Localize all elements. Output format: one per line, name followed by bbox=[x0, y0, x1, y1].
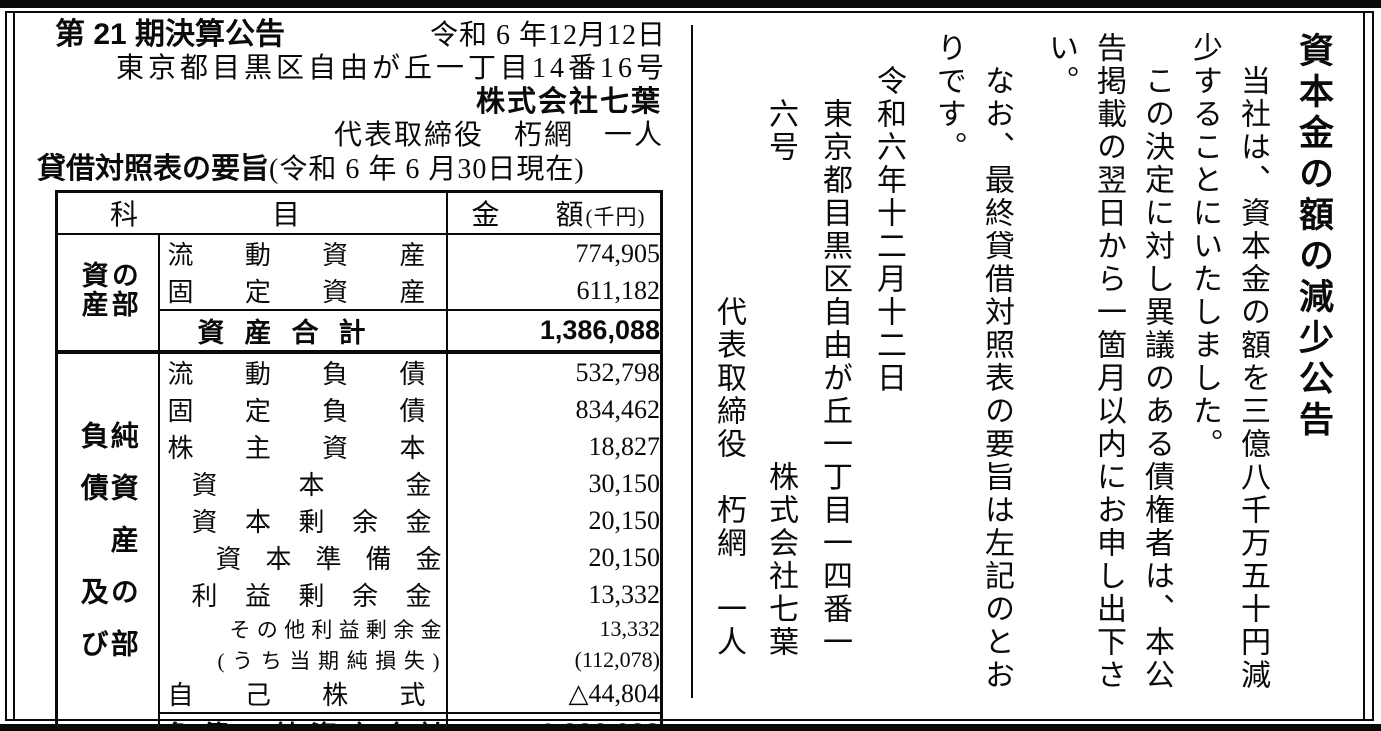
row-amount: 20,150 bbox=[588, 542, 661, 572]
announcement-column: 少することにいたしました。 bbox=[1188, 32, 1221, 461]
top-rule bbox=[0, 0, 1381, 8]
table-row-assets-total: 資産合計 1,386,088 bbox=[57, 309, 662, 352]
inner-right-rule bbox=[1363, 11, 1365, 721]
row-amount: 774,905 bbox=[575, 238, 661, 268]
table-row: 固定負債 834,462 bbox=[57, 391, 662, 428]
row-label: (うち当期純損失) bbox=[217, 648, 440, 673]
row-label: 利益剰余金 bbox=[191, 582, 432, 611]
table-row: 純資産の部 負債 及び 流動負債 532,798 bbox=[56, 350, 662, 731]
item-column-header: 科目 bbox=[56, 191, 447, 235]
row-label: 固定負債 bbox=[167, 397, 426, 426]
announcement-column: りです。 bbox=[932, 32, 965, 164]
announcement-column: い。 bbox=[1044, 32, 1077, 98]
row-amount: (112,078) bbox=[574, 646, 660, 672]
row-label: 負債・純資産合計 bbox=[166, 714, 446, 731]
announcement-representative-column: 代表取締役 朽網 一人 bbox=[712, 32, 745, 659]
row-amount: 18,827 bbox=[588, 431, 661, 461]
report-date: 令和 6 年12月12日 bbox=[429, 20, 666, 51]
outer-frame bbox=[5, 11, 1374, 721]
row-label: 流動負債 bbox=[167, 360, 426, 389]
row-amount: 611,182 bbox=[576, 275, 660, 305]
row-label: 流動資産 bbox=[167, 241, 426, 270]
amount-column-header: 金額 (千円) bbox=[445, 191, 662, 235]
capital-reduction-announcement: 資本金の額の減少公告 当社は、資本金の額を三億八千万五十円減 少することにいたし… bbox=[694, 10, 1374, 722]
table-row: の部 資産 流動資産 774,905 bbox=[56, 234, 662, 352]
row-label: その他利益剰余金 bbox=[229, 617, 442, 642]
company-address: 東京都目黒区自由が丘一丁目14番16号 bbox=[115, 53, 668, 84]
table-row-liabilities-total: 負債・純資産合計 1,386,088 bbox=[57, 712, 662, 731]
row-label: 資本金 bbox=[191, 471, 432, 500]
row-amount: 13,332 bbox=[588, 579, 661, 609]
row-amount: 30,150 bbox=[588, 468, 661, 498]
table-row: 自己株式 △44,804 bbox=[57, 675, 662, 713]
table-row: 固定資産 611,182 bbox=[57, 272, 662, 310]
table-row: (うち当期純損失) (112,078) bbox=[57, 644, 662, 675]
announcement-address-column: 東京都目黒区自由が丘一丁目一四番一 bbox=[818, 32, 851, 659]
row-label: 資本剰余金 bbox=[191, 508, 432, 537]
row-label: 資産合計 bbox=[197, 318, 366, 348]
announcement-column: 当社は、資本金の額を三億八千万五十円減 bbox=[1236, 32, 1269, 692]
company-name: 株式会社七葉 bbox=[475, 86, 662, 118]
balance-sheet-table: 科目 金額 (千円) の部 資産 流動資産 774,905 固定資産 611, bbox=[55, 190, 663, 731]
row-amount: 834,462 bbox=[575, 394, 661, 424]
announcement-column: 告掲載の翌日から一箇月以内にお申し出下さ bbox=[1092, 32, 1125, 692]
row-label: 固定資産 bbox=[167, 278, 426, 307]
row-amount: 20,150 bbox=[588, 505, 661, 535]
balance-sheet-caption: 貸借対照表の要旨(令和 6 年 6 月30日現在) bbox=[13, 152, 692, 186]
center-divider bbox=[691, 25, 693, 698]
report-title: 第 21 期決算公告 bbox=[55, 18, 286, 51]
row-amount: 1,386,088 bbox=[446, 712, 662, 731]
row-label: 資本準備金 bbox=[215, 545, 442, 574]
announcement-column: なお、最終貸借対照表の要旨は左記のとお bbox=[980, 32, 1013, 692]
statement-header: 第 21 期決算公告 令和 6 年12月12日 東京都目黒区自由が丘一丁目14番… bbox=[13, 18, 692, 186]
announcement-date-column: 令和六年十二月十二日 bbox=[872, 32, 905, 395]
row-amount: 1,386,088 bbox=[446, 309, 662, 352]
announcement-column: この決定に対し異議のある債権者は、本公 bbox=[1140, 32, 1173, 692]
row-label: 自己株式 bbox=[167, 681, 426, 710]
row-amount: △44,804 bbox=[568, 678, 661, 708]
row-amount: 13,332 bbox=[599, 615, 661, 641]
table-row: 利益剰余金 13,332 bbox=[57, 576, 662, 613]
table-row: その他利益剰余金 13,332 bbox=[57, 613, 662, 644]
representative-name: 代表取締役 朽網 一人 bbox=[333, 120, 664, 151]
table-row: 資本剰余金 20,150 bbox=[57, 502, 662, 539]
row-amount: 532,798 bbox=[446, 350, 662, 391]
group-label-assets: の部 資産 bbox=[56, 234, 160, 352]
inner-left-rule bbox=[13, 11, 15, 721]
table-row: 資本準備金 20,150 bbox=[57, 539, 662, 576]
financial-statement-section: 第 21 期決算公告 令和 6 年12月12日 東京都目黒区自由が丘一丁目14番… bbox=[13, 12, 692, 731]
row-label: 株主資本 bbox=[167, 434, 426, 463]
announcement-title: 資本金の額の減少公告 bbox=[1294, 32, 1333, 442]
group-label-liabilities: 純資産の部 負債 及び bbox=[56, 350, 160, 731]
table-row: 株主資本 18,827 bbox=[57, 428, 662, 465]
balance-sheet-title: 貸借対照表の要旨 bbox=[37, 153, 270, 185]
table-row: 資本金 30,150 bbox=[57, 465, 662, 502]
balance-sheet-asof-date: (令和 6 年 6 月30日現在) bbox=[269, 154, 585, 185]
amount-unit: (千円) bbox=[585, 205, 646, 229]
bottom-rule bbox=[0, 724, 1381, 731]
announcement-company-column: 六号 株式会社七葉 bbox=[764, 32, 797, 659]
